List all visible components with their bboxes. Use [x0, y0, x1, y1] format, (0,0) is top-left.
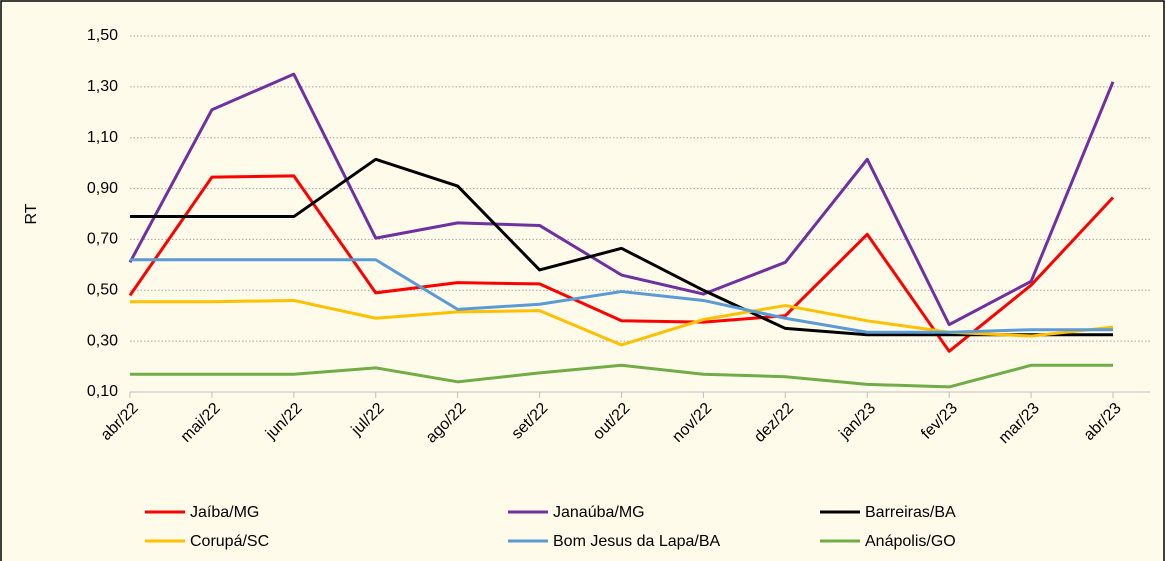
legend-label: Barreiras/BA	[865, 504, 956, 521]
y-tick-label: 0,30	[87, 332, 118, 349]
series-line	[130, 157, 1113, 337]
y-tick-label: 1,50	[87, 27, 118, 44]
y-tick-label: 0,90	[87, 180, 118, 197]
y-tick-label: 0,50	[87, 282, 118, 299]
series-line	[128, 72, 1115, 327]
legend-label: Jaíba/MG	[190, 504, 259, 521]
y-axis-title: RT	[23, 203, 40, 224]
y-tick-label: 1,10	[87, 129, 118, 146]
y-tick-label: 0,70	[87, 231, 118, 248]
legend-label: Bom Jesus da Lapa/BA	[553, 533, 721, 550]
y-tick-label: 0,10	[87, 383, 118, 400]
y-tick-label: 1,30	[87, 78, 118, 95]
legend-label: Corupá/SC	[190, 533, 269, 550]
legend-label: Janaúba/MG	[553, 504, 645, 521]
legend-label: Anápolis/GO	[865, 533, 956, 550]
series-line	[130, 258, 1113, 334]
series-line	[130, 363, 1113, 389]
series-line	[128, 174, 1115, 353]
